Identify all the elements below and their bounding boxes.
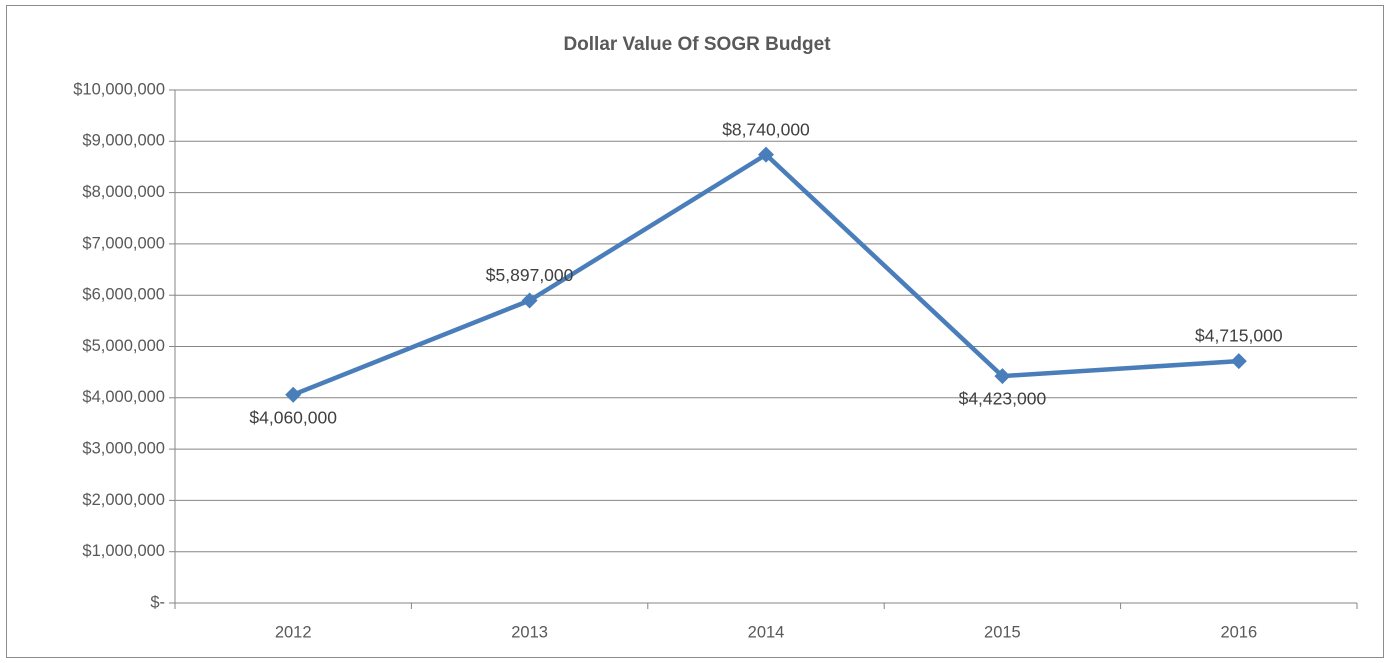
data-point — [758, 146, 774, 163]
y-tick-label: $- — [150, 593, 165, 611]
data-label: $5,897,000 — [486, 265, 574, 285]
y-tick-label: $2,000,000 — [82, 491, 165, 509]
x-tick-label: 2013 — [511, 623, 548, 641]
y-tick-label: $10,000,000 — [73, 80, 165, 98]
chart-border — [6, 5, 1384, 658]
y-tick-label: $5,000,000 — [82, 337, 165, 355]
data-point — [285, 386, 302, 403]
y-tick-label: $1,000,000 — [82, 542, 165, 560]
y-tick-label: $4,000,000 — [82, 388, 165, 406]
data-point — [1230, 353, 1247, 370]
x-tick-label: 2015 — [984, 623, 1021, 641]
y-tick-label: $6,000,000 — [82, 286, 165, 304]
data-label: $8,740,000 — [722, 119, 810, 139]
y-tick-label: $9,000,000 — [82, 132, 165, 150]
data-point — [994, 368, 1011, 385]
y-tick-label: $3,000,000 — [82, 439, 165, 457]
x-tick-label: 2014 — [748, 623, 785, 641]
y-tick-label: $7,000,000 — [82, 234, 165, 252]
x-tick-label: 2012 — [275, 623, 312, 641]
chart-title: Dollar Value Of SOGR Budget — [563, 34, 831, 55]
data-label: $4,715,000 — [1195, 326, 1283, 346]
data-label: $4,060,000 — [249, 407, 337, 427]
data-label: $4,423,000 — [959, 389, 1047, 409]
x-tick-label: 2016 — [1220, 623, 1257, 641]
data-point — [521, 292, 538, 309]
y-tick-label: $8,000,000 — [82, 183, 165, 201]
